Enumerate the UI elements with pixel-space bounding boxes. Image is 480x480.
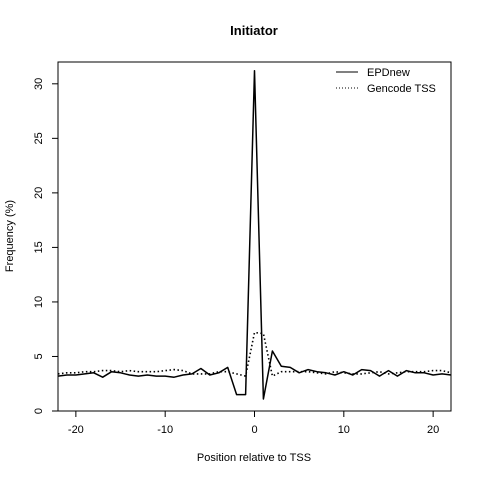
y-axis-label: Frequency (%)	[4, 200, 16, 272]
chart-title: Initiator	[230, 23, 278, 38]
x-tick-label: -20	[68, 424, 84, 436]
series-line-gencode-tss	[57, 331, 452, 377]
y-tick-label: 25	[33, 132, 45, 144]
series-layer	[57, 69, 452, 400]
x-tick-label: 0	[251, 424, 257, 436]
y-axis: 0 5 10 15 20 25 30	[33, 78, 58, 414]
y-tick-label: 0	[33, 408, 45, 414]
legend: EPDnew Gencode TSS	[336, 67, 436, 95]
legend-label-gencode-tss: Gencode TSS	[367, 83, 436, 95]
y-tick-label: 20	[33, 187, 45, 199]
x-tick-label: 20	[427, 424, 439, 436]
y-tick-label: 5	[33, 353, 45, 359]
x-tick-label: -10	[157, 424, 173, 436]
y-tick-label: 30	[33, 78, 45, 90]
y-tick-label: 10	[33, 296, 45, 308]
legend-label-epdnew: EPDnew	[367, 67, 410, 79]
y-tick-label: 15	[33, 241, 45, 253]
x-axis-label: Position relative to TSS	[197, 452, 311, 464]
x-axis: -20 -10 0 10 20	[68, 411, 439, 436]
x-tick-label: 10	[338, 424, 350, 436]
